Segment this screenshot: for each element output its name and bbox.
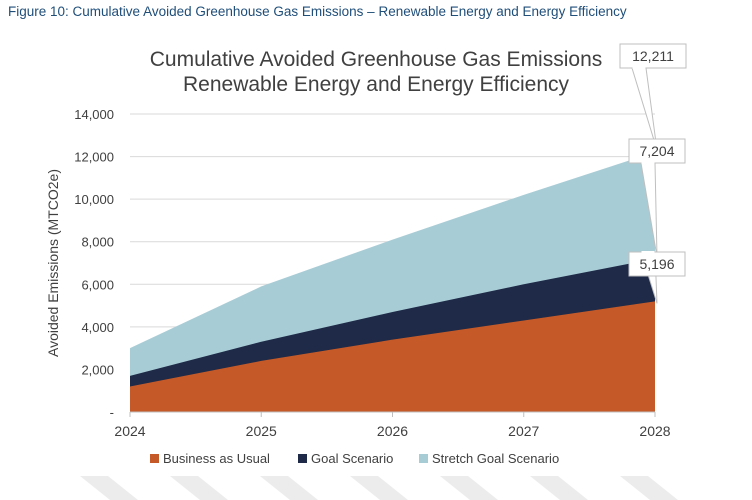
y-tick-label: 2,000 (81, 362, 114, 377)
chart-container: Cumulative Avoided Greenhouse Gas Emissi… (0, 28, 752, 468)
x-tick-label: 2028 (639, 423, 670, 439)
y-tick-label: 10,000 (74, 192, 114, 207)
area-series-business-as-usual (130, 301, 655, 412)
footer-stripe (260, 476, 318, 500)
footer-stripe (170, 476, 228, 500)
callout-joint (632, 67, 646, 69)
callout-label: 5,196 (639, 256, 674, 272)
legend-swatch (419, 454, 428, 463)
y-axis-label: Avoided Emissions (MTCO2e) (45, 169, 61, 357)
chart-areas (130, 152, 655, 412)
y-tick-label: - (110, 405, 114, 420)
chart-legend: Business as Usual Goal Scenario Stretch Go… (150, 451, 559, 466)
legend-label: Stretch Goal Scenario (432, 451, 559, 466)
x-tick-label: 2025 (246, 423, 277, 439)
footer-stripe (440, 476, 498, 500)
callout-joint (641, 162, 655, 164)
callout-box (628, 138, 686, 164)
legend-label: Goal Scenario (311, 451, 393, 466)
callout-label: 12,211 (632, 48, 674, 64)
callout-box (628, 251, 686, 277)
legend-item: Stretch Goal Scenario (419, 451, 559, 466)
data-callout: 7,204 (628, 138, 686, 257)
legend-item: Goal Scenario (298, 451, 393, 466)
chart-title-line: Cumulative Avoided Greenhouse Gas Emissi… (150, 48, 603, 71)
y-tick-label: 4,000 (81, 320, 114, 335)
x-tick-label: 2026 (377, 423, 408, 439)
y-tick-label: 8,000 (81, 235, 114, 250)
callout-joint (641, 251, 655, 253)
y-tick-label: 14,000 (74, 107, 114, 122)
chart-callouts: 12,211 7,204 5,196 (619, 43, 687, 304)
x-tick-label: 2027 (508, 423, 539, 439)
legend-swatch (298, 454, 307, 463)
y-tick-label: 6,000 (81, 277, 114, 292)
y-tick-label: 12,000 (74, 150, 114, 165)
decorative-footer-stripes (80, 476, 678, 500)
legend-swatch (150, 454, 159, 463)
figure-caption: Figure 10: Cumulative Avoided Greenhouse… (8, 4, 627, 19)
chart-title: Cumulative Avoided Greenhouse Gas Emissi… (150, 48, 603, 96)
footer-stripe (350, 476, 408, 500)
data-callout: 12,211 (619, 43, 687, 151)
callout-label: 7,204 (639, 143, 674, 159)
footer-stripe (80, 476, 138, 500)
chart-title-line: Renewable Energy and Energy Efficiency (183, 73, 570, 96)
data-callout: 5,196 (628, 251, 686, 304)
footer-stripe (530, 476, 588, 500)
legend-item: Business as Usual (150, 451, 270, 466)
x-tick-label: 2024 (114, 423, 145, 439)
chart-axes: - 2,000 4,000 6,000 8,000 10,000 12,000 14,000 2… (45, 107, 671, 439)
callout-pointer (631, 67, 658, 151)
area-chart: Cumulative Avoided Greenhouse Gas Emissi… (45, 43, 687, 466)
callout-box (619, 43, 687, 69)
legend-label: Business as Usual (163, 451, 270, 466)
footer-stripe (620, 476, 678, 500)
